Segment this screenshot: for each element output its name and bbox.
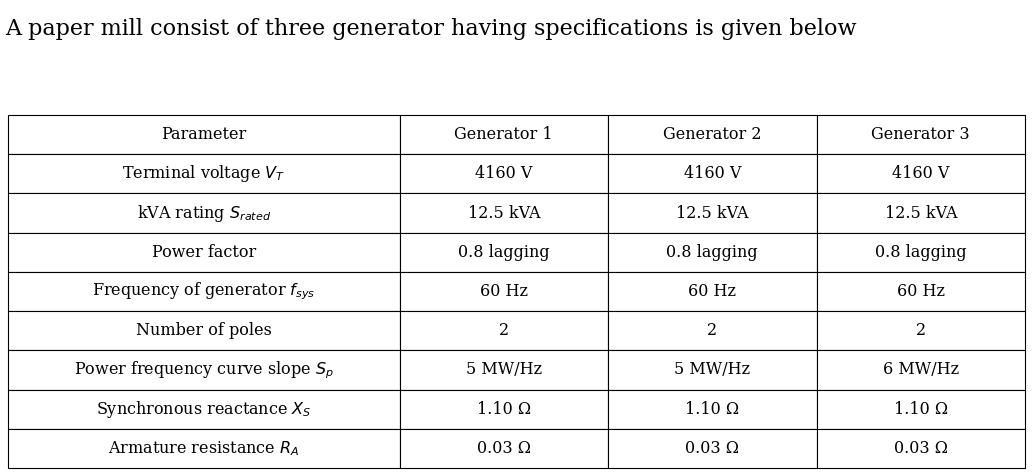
Bar bbox=[400, 154, 608, 193]
Text: 0.03 Ω: 0.03 Ω bbox=[685, 440, 740, 457]
Bar bbox=[608, 390, 816, 429]
Text: Frequency of generator $f_{sys}$: Frequency of generator $f_{sys}$ bbox=[92, 281, 315, 302]
Text: 4160 V: 4160 V bbox=[893, 165, 949, 182]
Text: 2: 2 bbox=[499, 322, 509, 339]
Text: 0.8 lagging: 0.8 lagging bbox=[666, 244, 758, 261]
Bar bbox=[400, 429, 608, 468]
Bar bbox=[608, 233, 816, 272]
Text: Power frequency curve slope $S_p$: Power frequency curve slope $S_p$ bbox=[74, 359, 334, 381]
Text: Generator 1: Generator 1 bbox=[455, 126, 553, 143]
Bar bbox=[816, 233, 1025, 272]
Text: Synchronous reactance $X_S$: Synchronous reactance $X_S$ bbox=[96, 399, 312, 420]
Text: 5 MW/Hz: 5 MW/Hz bbox=[675, 361, 750, 379]
Bar bbox=[8, 193, 400, 233]
Text: 0.8 lagging: 0.8 lagging bbox=[875, 244, 967, 261]
Text: 1.10 Ω: 1.10 Ω bbox=[685, 401, 740, 418]
Text: Number of poles: Number of poles bbox=[135, 322, 272, 339]
Bar bbox=[816, 311, 1025, 351]
Bar bbox=[8, 154, 400, 193]
Text: 12.5 kVA: 12.5 kVA bbox=[468, 205, 540, 221]
Text: Armature resistance $R_A$: Armature resistance $R_A$ bbox=[108, 439, 300, 458]
Bar bbox=[400, 311, 608, 351]
Bar bbox=[816, 429, 1025, 468]
Bar bbox=[816, 193, 1025, 233]
Bar bbox=[816, 272, 1025, 311]
Bar bbox=[400, 351, 608, 390]
Bar bbox=[816, 390, 1025, 429]
Bar bbox=[816, 351, 1025, 390]
Text: Generator 3: Generator 3 bbox=[872, 126, 970, 143]
Text: 0.03 Ω: 0.03 Ω bbox=[894, 440, 947, 457]
Text: 2: 2 bbox=[915, 322, 926, 339]
Bar bbox=[8, 233, 400, 272]
Text: Parameter: Parameter bbox=[161, 126, 247, 143]
Text: 0.8 lagging: 0.8 lagging bbox=[458, 244, 550, 261]
Bar bbox=[608, 193, 816, 233]
Text: 12.5 kVA: 12.5 kVA bbox=[676, 205, 749, 221]
Text: 4160 V: 4160 V bbox=[684, 165, 741, 182]
Text: 4160 V: 4160 V bbox=[475, 165, 532, 182]
Text: 12.5 kVA: 12.5 kVA bbox=[884, 205, 957, 221]
Bar bbox=[8, 390, 400, 429]
Text: 5 MW/Hz: 5 MW/Hz bbox=[466, 361, 542, 379]
Text: 6 MW/Hz: 6 MW/Hz bbox=[882, 361, 959, 379]
Bar bbox=[400, 233, 608, 272]
Bar bbox=[816, 115, 1025, 154]
Text: 0.03 Ω: 0.03 Ω bbox=[477, 440, 531, 457]
Text: A paper mill consist of three generator having specifications is given below: A paper mill consist of three generator … bbox=[5, 18, 856, 40]
Bar bbox=[400, 193, 608, 233]
Bar bbox=[608, 272, 816, 311]
Bar bbox=[400, 272, 608, 311]
Text: Power factor: Power factor bbox=[152, 244, 256, 261]
Bar bbox=[608, 115, 816, 154]
Bar bbox=[8, 351, 400, 390]
Text: 60 Hz: 60 Hz bbox=[897, 283, 945, 300]
Bar bbox=[608, 429, 816, 468]
Bar bbox=[400, 390, 608, 429]
Bar bbox=[608, 351, 816, 390]
Bar bbox=[8, 429, 400, 468]
Text: 1.10 Ω: 1.10 Ω bbox=[476, 401, 531, 418]
Text: 2: 2 bbox=[708, 322, 717, 339]
Bar bbox=[400, 115, 608, 154]
Bar bbox=[8, 311, 400, 351]
Bar bbox=[8, 115, 400, 154]
Text: 60 Hz: 60 Hz bbox=[479, 283, 528, 300]
Text: Terminal voltage $V_T$: Terminal voltage $V_T$ bbox=[122, 163, 285, 184]
Bar bbox=[608, 311, 816, 351]
Text: Generator 2: Generator 2 bbox=[663, 126, 761, 143]
Bar bbox=[816, 154, 1025, 193]
Bar bbox=[608, 154, 816, 193]
Text: 1.10 Ω: 1.10 Ω bbox=[894, 401, 948, 418]
Text: 60 Hz: 60 Hz bbox=[688, 283, 737, 300]
Bar bbox=[8, 272, 400, 311]
Text: kVA rating $S_{rated}$: kVA rating $S_{rated}$ bbox=[136, 202, 271, 224]
